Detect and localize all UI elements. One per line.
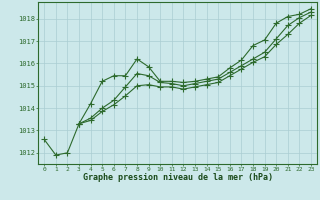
X-axis label: Graphe pression niveau de la mer (hPa): Graphe pression niveau de la mer (hPa) [83,173,273,182]
